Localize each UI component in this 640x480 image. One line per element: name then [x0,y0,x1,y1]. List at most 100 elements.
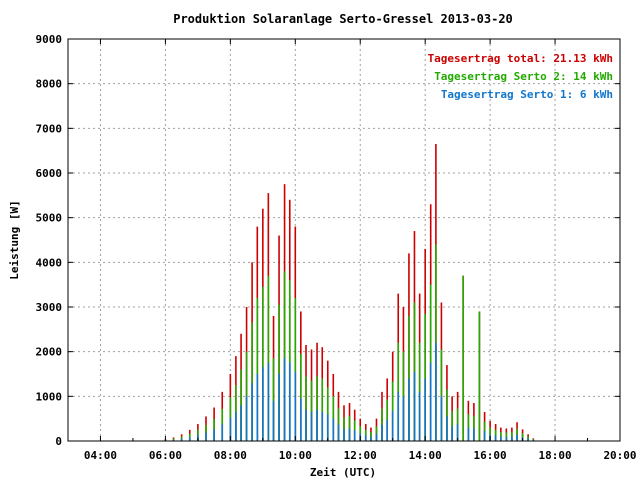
bar-serto1 [418,391,421,441]
bar-serto1 [300,398,302,441]
bar-serto1 [402,396,405,441]
bar-serto1 [408,378,410,441]
bar-serto2 [440,349,443,441]
bar-serto1 [343,428,345,441]
y-tick-label: 9000 [36,33,63,46]
bar-serto2 [245,351,248,441]
bar-serto1 [467,427,470,441]
bar-serto1 [353,430,356,441]
bar-serto1 [446,416,448,441]
legend-entry-serto1: Tagesertrag Serto 1: 6 kWh [441,88,613,101]
x-tick-label: 14:00 [409,449,442,462]
bar-serto1 [326,414,329,441]
bar-serto1 [288,362,291,441]
x-tick-label: 08:00 [214,449,247,462]
bar-serto1 [391,411,394,441]
bar-serto1 [473,428,475,441]
bar-serto2 [305,376,307,441]
bar-serto2 [256,298,259,441]
bar-serto2 [310,380,313,441]
bar-serto1 [235,411,237,441]
bar-serto1 [316,409,318,441]
bar-serto1 [456,424,459,441]
bar-serto2 [283,271,286,441]
bar-serto1 [375,433,378,441]
bar-serto2 [267,275,270,441]
bar-serto2 [316,376,318,441]
bar-serto1 [370,436,372,441]
y-tick-label: 6000 [36,167,63,180]
bar-serto1 [505,436,508,441]
bar-serto1 [240,405,242,441]
bar-serto1 [188,437,191,441]
bar-serto1 [332,418,335,441]
bar-serto1 [278,374,280,441]
bar-serto2 [300,353,302,441]
bar-serto1 [413,371,416,441]
bar-serto2 [402,351,405,441]
bar-serto1 [500,436,502,441]
y-tick-label: 1000 [36,390,63,403]
bar-serto1 [256,374,259,441]
bar-serto1 [397,391,400,441]
y-tick-label: 2000 [36,346,63,359]
bars [164,143,535,441]
bar-serto2 [521,433,524,441]
bar-serto1 [424,378,426,441]
x-tick-label: 12:00 [344,449,377,462]
bar-serto2 [505,432,508,441]
bar-serto2 [272,358,275,441]
bar-serto1 [205,432,207,441]
bar-serto1 [435,342,437,441]
bar-serto1 [364,435,367,441]
y-tick-label: 7000 [36,122,63,135]
bar-serto2 [429,284,432,441]
bar-serto1 [348,428,351,441]
bar-serto2 [446,389,448,441]
x-tick-label: 20:00 [603,449,636,462]
bar-serto2 [424,313,426,441]
bar-serto1 [440,396,443,441]
legend-entry-serto2: Tagesertrag Serto 2: 14 kWh [434,70,613,83]
bar-serto1 [262,367,264,441]
bar-serto2 [262,286,264,441]
bar-serto1 [483,431,486,441]
x-tick-label: 18:00 [538,449,571,462]
bar-serto1 [451,426,453,441]
y-tick-label: 4000 [36,256,63,269]
bar-serto1 [527,438,529,441]
bar-serto2 [321,378,324,441]
bar-serto1 [516,434,518,441]
bar-serto1 [251,382,253,441]
x-tick-label: 16:00 [474,449,507,462]
bar-serto1 [321,411,324,441]
bar-serto1 [337,424,340,441]
bar-serto1 [172,439,175,441]
bar-serto1 [229,417,232,441]
bar-serto1 [494,435,497,441]
bar-serto1 [511,436,513,441]
bar-serto2 [451,411,453,441]
x-tick-label: 04:00 [84,449,117,462]
bar-serto1 [386,420,388,441]
bar-serto1 [213,429,215,441]
bar-serto1 [180,438,183,441]
bar-serto1 [283,358,286,441]
y-tick-label: 8000 [36,78,63,91]
bar-serto2 [288,280,291,441]
y-axis-ticks: 0 1000 2000 3000 4000 5000 6000 7000 8000 9000 [36,33,620,448]
x-tick-label: 10:00 [279,449,312,462]
bar-serto1 [381,424,383,441]
y-tick-label: 5000 [36,212,63,225]
y-tick-label: 3000 [36,301,63,314]
bar-serto1 [267,362,270,441]
bar-serto1 [305,409,307,441]
bar-serto2 [251,322,253,441]
bar-serto1 [245,396,248,441]
bar-serto1 [272,400,275,441]
bar-serto2 [172,438,175,441]
bar-serto1 [221,424,224,441]
x-tick-label: 06:00 [149,449,182,462]
bar-serto1 [429,362,432,441]
